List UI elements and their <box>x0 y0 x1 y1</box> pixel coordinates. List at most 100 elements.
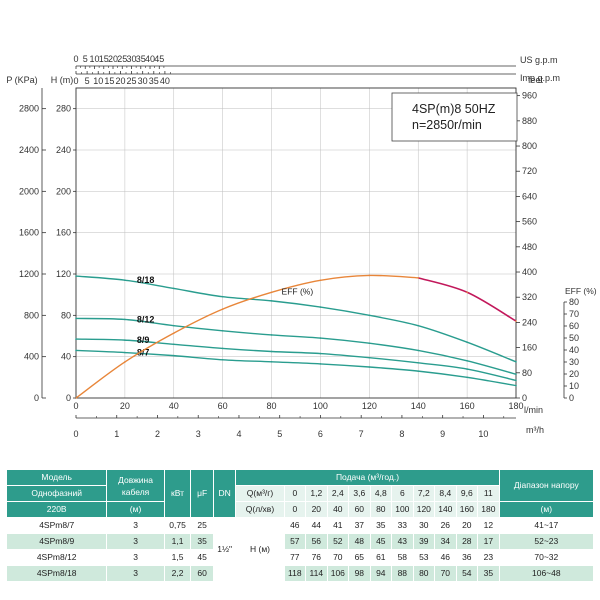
series-label: 8/18 <box>137 275 155 285</box>
head-cell: 12 <box>477 517 500 534</box>
kw-cell: 2,2 <box>163 565 192 582</box>
q-m3-cell: 6 <box>391 485 414 502</box>
table-row: 4SPm8/7 3 0,75 25 1½" H (м) 46 44 41 37 … <box>5 517 595 582</box>
q-l-cell: 0 <box>283 501 307 518</box>
header-model: Модель <box>5 469 108 486</box>
data-point <box>417 324 420 327</box>
q-l-cell: 140 <box>434 501 457 518</box>
head-cell: 70 <box>434 565 457 582</box>
m3h-axis: 0 1 2 3 4 5 6 7 8 9 10 m³/h <box>73 415 544 439</box>
data-point <box>319 337 322 339</box>
x-tick-label: 60 <box>218 401 228 411</box>
header-q-m3: Q(м³/г) <box>235 485 285 502</box>
range-cell: 52~23 <box>498 533 595 550</box>
tick-label: 0 <box>73 54 78 64</box>
q-l-cell: 120 <box>412 501 436 518</box>
cable-cell: 3 <box>106 533 165 550</box>
data-point <box>124 351 126 354</box>
kw-cell: 1,1 <box>163 533 192 550</box>
eff-series-label: EFF (%) <box>282 286 314 296</box>
tick-label: 30 <box>138 76 148 86</box>
table-row: 4SPm8/18 3 2,2 60 118 114 106 98 94 88 8… <box>5 565 595 582</box>
tick-label: 4 <box>236 429 241 439</box>
y-axis-label: H (m) <box>51 75 74 85</box>
head-cell: 33 <box>391 517 414 534</box>
eff-tick-label: 10 <box>569 381 579 391</box>
tick-label: 1 <box>114 429 119 439</box>
tick-label: 5 <box>83 54 88 64</box>
head-cell: 26 <box>434 517 457 534</box>
tick-label: 20 <box>108 54 118 64</box>
data-point <box>221 347 224 350</box>
data-point <box>75 338 77 340</box>
eff-curve <box>75 274 419 399</box>
q-m3-cell: 1,2 <box>305 485 328 502</box>
head-cell: 20 <box>455 517 479 534</box>
x-tick-label: 100 <box>313 401 328 411</box>
header-cable-unit: (м) <box>106 501 165 518</box>
q-l-cell: 20 <box>305 501 328 518</box>
x-tick-label: 180 <box>508 401 523 411</box>
feet-tick-label: 640 <box>522 191 537 201</box>
tick-label: 25 <box>127 76 137 86</box>
uf-cell: 45 <box>190 549 214 566</box>
q-m3-cell: 11 <box>477 485 500 502</box>
feet-tick-label: 880 <box>522 116 537 126</box>
eff-tick-label: 70 <box>569 309 579 319</box>
data-point <box>172 324 175 327</box>
head-cell: 46 <box>434 549 457 566</box>
data-point <box>515 373 517 376</box>
feet-tick-label: 960 <box>522 91 537 101</box>
q-l-cell: 60 <box>348 501 371 518</box>
m3h-axis-label: m³/h <box>526 425 544 435</box>
uf-cell: 35 <box>190 533 214 550</box>
series-8-9: 8/9 <box>75 335 517 382</box>
data-point <box>124 318 126 321</box>
tick-label: 5 <box>277 429 282 439</box>
feet-tick-label: 800 <box>522 141 537 151</box>
header-range-unit: (м) <box>498 501 595 518</box>
tick-label: 10 <box>93 76 103 86</box>
range-cell: 70~32 <box>498 549 595 566</box>
tick-label: 8 <box>399 429 404 439</box>
pressure-tick-label: 400 <box>24 352 39 362</box>
model-cell: 4SPm8/18 <box>5 565 108 582</box>
us-gpm-axis-label: US g.p.m <box>520 55 558 65</box>
pressure-tick-label: 2800 <box>19 104 39 114</box>
pressure-tick-label: 0 <box>34 393 39 403</box>
head-curve <box>75 317 517 375</box>
head-cell: 56 <box>305 533 328 550</box>
series-label: 8/12 <box>137 314 155 324</box>
head-cell: 35 <box>477 565 500 582</box>
range-cell: 106~48 <box>498 565 595 582</box>
header-range: Діапазон напору <box>498 469 595 502</box>
data-point <box>172 287 175 290</box>
header-q-l: Q(л/хв) <box>235 501 285 518</box>
head-curves: 8/18 8/12 8/9 8/7 EFF (%) <box>75 274 517 399</box>
eff-tick-label: 50 <box>569 333 579 343</box>
q-l-cell: 40 <box>326 501 350 518</box>
head-cell: 46 <box>283 517 307 534</box>
head-cell: 37 <box>348 517 371 534</box>
model-cell: 4SPm8/9 <box>5 533 108 550</box>
flow-axis: 0 20 40 60 80 100 120 140 160 180 l/min <box>73 401 543 415</box>
tick-label: 0 <box>73 76 78 86</box>
y-tick-label: 200 <box>56 186 71 196</box>
head-cell: 43 <box>391 533 414 550</box>
grid-lines <box>76 88 516 398</box>
head-cell: 57 <box>283 533 307 550</box>
pressure-tick-label: 1200 <box>19 269 39 279</box>
data-point <box>221 358 224 361</box>
q-l-cell: 180 <box>477 501 500 518</box>
tick-label: 20 <box>115 76 125 86</box>
chart-title: 4SP(m)8 50HZ <box>412 102 496 116</box>
data-point <box>124 279 126 282</box>
series-8-7: 8/7 <box>75 348 517 387</box>
eff-data-point <box>124 361 126 363</box>
dn-value: 1½" <box>212 517 237 582</box>
q-l-cell: 100 <box>391 501 414 518</box>
data-point <box>270 350 273 353</box>
data-point <box>221 330 224 332</box>
